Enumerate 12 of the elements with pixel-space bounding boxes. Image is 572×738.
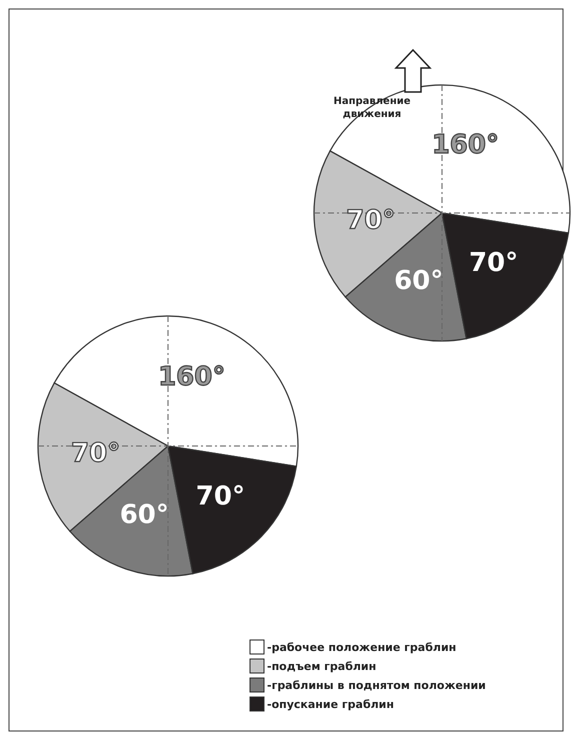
data-label: 60° <box>394 266 444 296</box>
legend-label: -подъем граблин <box>267 660 376 673</box>
legend-label: -граблины в поднятом положении <box>267 679 486 692</box>
legend-label: -опускание граблин <box>267 698 394 711</box>
data-label: 160° <box>432 130 499 160</box>
legend-label: -рабочее положение граблин <box>267 641 456 654</box>
data-label: 60° <box>120 500 169 530</box>
data-label: 70° <box>196 482 245 512</box>
data-label: 70° <box>71 438 120 469</box>
data-label: 70° <box>346 205 396 236</box>
data-label: 70° <box>468 248 518 278</box>
data-label: 160° <box>158 362 226 392</box>
